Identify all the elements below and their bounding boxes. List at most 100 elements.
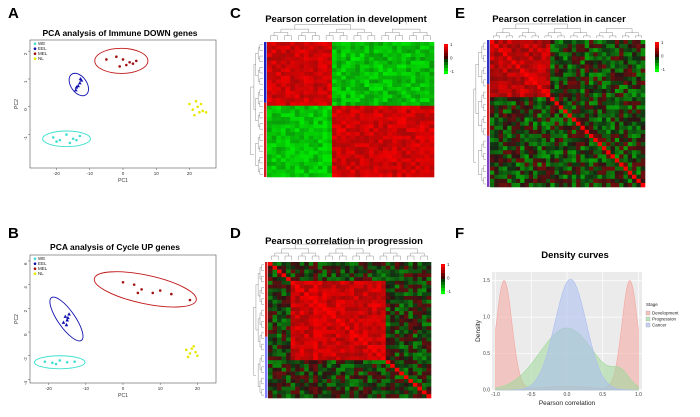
heatmap-cell	[385, 330, 391, 335]
heatmap-cell	[507, 48, 512, 53]
heatmap-cell	[610, 150, 616, 155]
confidence-ellipse-mel	[94, 47, 149, 74]
heatmap-cell	[417, 364, 423, 369]
heatmap-cell	[277, 277, 282, 282]
heatmap-cell	[392, 154, 398, 159]
heatmap-cell	[327, 135, 333, 140]
heatmap-cell	[426, 326, 432, 331]
heatmap-cell	[327, 158, 333, 163]
heatmap-cell	[376, 292, 382, 297]
heatmap-cell	[396, 98, 402, 103]
heatmap-cell	[299, 120, 305, 125]
dendrogram-branch	[259, 267, 262, 280]
heatmap-cell	[394, 262, 400, 267]
heatmap-cell	[326, 299, 332, 304]
heatmap-cell	[571, 72, 577, 78]
heatmap-cell	[494, 125, 499, 131]
heatmap-cell	[640, 146, 646, 151]
heatmap-cell	[331, 139, 337, 144]
heatmap-cell	[387, 165, 393, 170]
heatmap-cell	[502, 162, 508, 167]
heatmap-cell	[601, 121, 607, 127]
heatmap-cell	[632, 182, 637, 188]
heatmap-cell	[327, 68, 333, 73]
heatmap-cell	[417, 292, 423, 297]
heatmap-cell	[515, 68, 521, 73]
heatmap-cell	[267, 42, 272, 47]
heatmap-cell	[571, 93, 577, 98]
heatmap-cell	[326, 314, 332, 319]
heatmap-cell	[355, 102, 361, 107]
heatmap-cell	[331, 322, 337, 327]
heatmap-cell	[331, 120, 337, 125]
x-tick-label: -20	[45, 386, 52, 391]
heatmap-cell	[563, 162, 568, 167]
heatmap-cell	[331, 269, 337, 274]
heatmap-cell	[359, 135, 365, 140]
heatmap-cell	[399, 303, 405, 308]
panel-d-title: Pearson correlation in progression	[265, 236, 423, 247]
heatmap-cell	[372, 375, 377, 380]
heatmap-cell	[340, 390, 346, 395]
data-point-nl	[186, 355, 190, 359]
heatmap-cell	[408, 367, 414, 372]
heatmap-cell	[363, 394, 368, 399]
heatmap-cell	[623, 48, 629, 53]
heatmap-cell	[372, 318, 377, 323]
heatmap-cell	[290, 102, 296, 107]
heatmap-cell	[322, 326, 328, 331]
heatmap-cell	[331, 94, 337, 99]
heatmap-cell	[426, 382, 432, 387]
heatmap-cell	[415, 87, 421, 92]
data-point-mel	[132, 283, 136, 286]
heatmap-cell	[606, 162, 611, 167]
heatmap-cell	[614, 60, 620, 65]
heatmap-cell	[399, 330, 405, 335]
heatmap-cell	[385, 265, 391, 270]
heatmap-cell	[401, 143, 407, 148]
heatmap-cell	[394, 386, 400, 391]
heatmap-cell	[373, 53, 379, 58]
heatmap-cell	[606, 154, 611, 159]
heatmap-cell	[385, 337, 391, 342]
heatmap-cell	[394, 330, 400, 335]
heatmap-cell	[267, 94, 272, 99]
heatmap-cell	[507, 133, 512, 139]
heatmap-cell	[589, 121, 594, 127]
heatmap-cell	[580, 68, 586, 73]
heatmap-cell	[367, 262, 373, 267]
heatmap-cell	[364, 64, 370, 69]
heatmap-cell	[507, 117, 512, 122]
heatmap-cell	[367, 296, 373, 301]
heatmap-cell	[563, 154, 568, 159]
heatmap-cell	[304, 42, 310, 47]
heatmap-cell	[308, 53, 314, 58]
color-key-cell	[444, 62, 448, 66]
heatmap-cell	[420, 147, 426, 152]
heatmap-cell	[345, 83, 351, 88]
heatmap-cell	[335, 371, 341, 376]
heatmap-cell	[385, 371, 391, 376]
dendrogram-branch	[379, 255, 388, 260]
heatmap-cell	[571, 121, 577, 127]
heatmap-cell	[331, 262, 337, 267]
heatmap-cell	[515, 56, 521, 61]
heatmap-cell	[627, 109, 633, 114]
heatmap-cell	[304, 98, 310, 103]
heatmap-cell	[299, 117, 305, 122]
heatmap-cell	[390, 292, 396, 297]
heatmap-cell	[524, 133, 530, 139]
heatmap-cell	[295, 326, 300, 331]
dendrogram-branch	[493, 35, 500, 38]
heatmap-cell	[597, 68, 603, 73]
heatmap-cell	[627, 64, 633, 69]
heatmap-cell	[421, 382, 427, 387]
heatmap-cell	[511, 162, 517, 167]
heatmap-cell	[376, 284, 382, 289]
heatmap-cell	[313, 113, 319, 118]
heatmap-cell	[567, 125, 573, 131]
dendrogram-branch	[412, 32, 428, 36]
heatmap-cell	[606, 158, 611, 163]
heatmap-cell	[313, 364, 319, 369]
heatmap-cell	[396, 158, 402, 163]
